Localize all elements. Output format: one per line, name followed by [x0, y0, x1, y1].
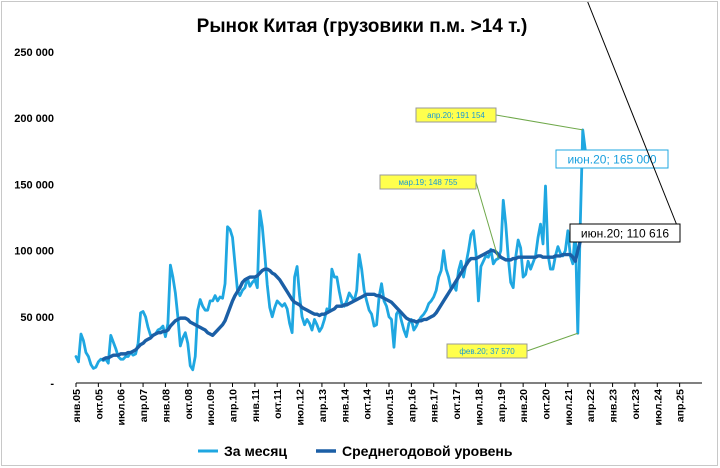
y-tick-label: 250 000	[14, 47, 54, 59]
x-tick-label: окт.05	[93, 389, 105, 420]
series-layer	[74, 128, 590, 372]
y-tick-label: 150 000	[14, 179, 54, 191]
x-tick-label: янв.05	[71, 389, 83, 423]
callout-leader	[587, 2, 681, 234]
x-tick-label: июл.09	[205, 389, 217, 426]
callout-box	[555, 149, 669, 169]
legend-label: За месяц	[224, 443, 287, 459]
x-tick-label: янв.20	[518, 389, 530, 423]
x-tick-label: апр.22	[585, 389, 597, 422]
x-tick-label: окт.08	[183, 389, 195, 420]
y-tick-label: 100 000	[14, 246, 54, 258]
callout-feb20: фев.20; 37 570	[446, 332, 578, 359]
y-tick-label: 50 000	[20, 312, 54, 324]
chart-title: Рынок Китая (грузовики п.м. >14 т.)	[197, 16, 528, 37]
x-tick-label: апр.13	[317, 389, 329, 422]
x-tick-label: янв.08	[160, 389, 172, 423]
callout-jun20-avg: июн.20; 110 616	[569, 2, 681, 243]
x-tick-label: июл.18	[473, 389, 485, 426]
x-tick-label: окт.17	[451, 389, 463, 420]
x-tick-label: янв.17	[429, 389, 441, 423]
x-tick-label: июл.12	[295, 389, 307, 426]
x-tick-label: июл.21	[563, 389, 575, 426]
legend-item-annual-avg: Среднегодовой уровень	[316, 443, 513, 459]
x-tick-label: окт.20	[541, 389, 553, 420]
callout-apr20: апр.20; 191 154	[415, 107, 583, 131]
callout-mar19: мар.19; 148 755	[379, 174, 499, 259]
x-tick-label: янв.11	[250, 389, 262, 422]
callout-box	[415, 107, 497, 123]
callout-box	[446, 343, 528, 359]
callout-label: июн.20; 165 000	[567, 153, 656, 167]
x-tick-label: апр.07	[138, 389, 150, 422]
y-tick-label: 200 000	[14, 113, 54, 125]
x-axis: янв.05 окт.05 июл.06 апр.07 янв.08 окт.08 июл.…	[71, 382, 702, 426]
x-tick-label: июл.24	[652, 389, 664, 426]
callout-label: июн.20; 110 616	[581, 227, 669, 241]
callout-label: мар.19; 148 755	[399, 178, 458, 187]
x-tick-label: апр.19	[496, 389, 508, 422]
x-tick-label: июл.06	[116, 389, 128, 426]
y-tick-label: -	[50, 378, 54, 390]
callout-box	[379, 174, 477, 190]
series-line-annual-avg	[101, 234, 585, 361]
x-tick-label: окт.14	[362, 389, 374, 420]
callout-leader	[495, 114, 583, 131]
callout-leader	[526, 332, 578, 352]
x-tick-label: апр.16	[406, 389, 418, 422]
callout-box	[569, 223, 681, 243]
x-tick-label: окт.23	[630, 389, 642, 420]
callout-label: фев.20; 37 570	[459, 347, 515, 356]
legend-item-monthly: За месяц	[198, 443, 287, 459]
callout-leader	[475, 181, 499, 259]
x-tick-label: янв.14	[339, 389, 351, 423]
legend: За месяц Среднегодовой уровень	[198, 443, 513, 459]
legend-label: Среднегодовой уровень	[342, 443, 513, 459]
x-tick-label: окт.11	[272, 389, 284, 419]
callout-jun20-monthly: июн.20; 165 000	[555, 149, 669, 169]
x-tick-label: апр.10	[228, 389, 240, 422]
y-axis: - 50 000 100 000 150 000 200 000 250 000	[14, 47, 54, 390]
x-tick-label: апр.25	[675, 389, 687, 422]
series-line-monthly	[74, 128, 590, 372]
x-tick-label: янв.23	[608, 389, 620, 423]
x-tick-label: июл.15	[384, 389, 396, 426]
annotation-layer: апр.20; 191 154 мар.19; 148 755 фев.20; 37…	[379, 2, 681, 359]
callout-label: апр.20; 191 154	[427, 111, 485, 120]
